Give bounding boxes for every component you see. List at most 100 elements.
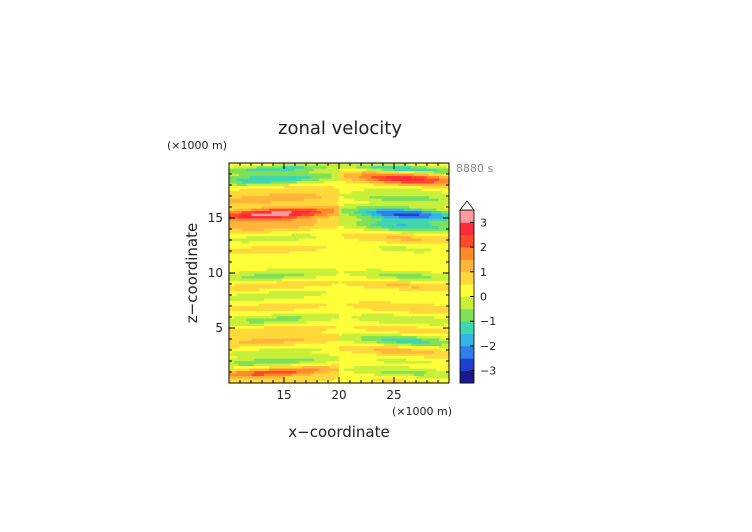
heatmap-cell	[241, 320, 245, 324]
heatmap-cell	[236, 260, 240, 264]
heatmap-cell	[299, 340, 303, 344]
heatmap-cell	[269, 353, 273, 357]
heatmap-cell	[354, 353, 358, 357]
heatmap-cell	[349, 185, 353, 189]
heatmap-cell	[301, 250, 305, 254]
heatmap-cell	[244, 258, 248, 262]
heatmap-cell	[289, 258, 293, 262]
heatmap-cell	[241, 223, 245, 227]
heatmap-cell	[309, 205, 313, 209]
heatmap-cell	[261, 165, 265, 169]
heatmap-cell	[271, 345, 275, 349]
heatmap-cell	[241, 260, 245, 264]
heatmap-cell	[369, 248, 373, 252]
heatmap-cell	[254, 310, 258, 314]
heatmap-cell	[249, 378, 253, 382]
heatmap-cell	[259, 190, 263, 194]
heatmap-cell	[319, 203, 323, 207]
heatmap-cell	[289, 200, 293, 204]
heatmap-cell	[329, 165, 333, 169]
heatmap-cell	[321, 198, 325, 202]
heatmap-cell	[334, 275, 338, 279]
heatmap-cell	[279, 283, 283, 287]
heatmap-cell	[244, 243, 248, 247]
heatmap-cell	[284, 365, 288, 369]
heatmap-cell	[264, 335, 268, 339]
heatmap-cell	[239, 283, 243, 287]
heatmap-cell	[301, 340, 305, 344]
heatmap-cell	[306, 285, 310, 289]
heatmap-cell	[339, 175, 343, 179]
heatmap-cell	[324, 233, 328, 237]
heatmap-cell	[261, 265, 265, 269]
heatmap-cell	[286, 225, 290, 229]
heatmap-cell	[284, 238, 288, 242]
heatmap-cell	[276, 368, 280, 372]
heatmap-cell	[296, 363, 300, 367]
heatmap-cell	[366, 313, 370, 317]
heatmap-cell	[346, 335, 350, 339]
heatmap-cell	[349, 335, 353, 339]
heatmap-cell	[306, 228, 310, 232]
heatmap-cell	[229, 288, 233, 292]
heatmap-cell	[299, 205, 303, 209]
heatmap-cell	[266, 378, 270, 382]
heatmap-cell	[264, 300, 268, 304]
heatmap-cell	[316, 175, 320, 179]
heatmap-cell	[359, 263, 363, 267]
heatmap-cell	[249, 335, 253, 339]
heatmap-cell	[359, 203, 363, 207]
heatmap-cell	[369, 328, 373, 332]
heatmap-cell	[261, 270, 265, 274]
heatmap-cell	[274, 245, 278, 249]
heatmap-cell	[364, 180, 368, 184]
heatmap-cell	[321, 285, 325, 289]
heatmap-cell	[291, 193, 295, 197]
heatmap-cell	[299, 183, 303, 187]
heatmap-cell	[356, 360, 360, 364]
heatmap-cell	[326, 305, 330, 309]
heatmap-cell	[251, 260, 255, 264]
heatmap-cell	[264, 168, 268, 172]
heatmap-cell	[354, 190, 358, 194]
heatmap-cell	[339, 278, 343, 282]
heatmap-cell	[346, 208, 350, 212]
heatmap-cell	[346, 228, 350, 232]
heatmap-cell	[326, 213, 330, 217]
heatmap-cell	[304, 165, 308, 169]
heatmap-cell	[291, 175, 295, 179]
heatmap-cell	[266, 288, 270, 292]
heatmap-cell	[284, 233, 288, 237]
heatmap-cell	[304, 365, 308, 369]
heatmap-cell	[354, 298, 358, 302]
heatmap-cell	[366, 323, 370, 327]
heatmap-cell	[334, 358, 338, 362]
heatmap-cell	[274, 250, 278, 254]
heatmap-cell	[259, 173, 263, 177]
heatmap-cell	[351, 358, 355, 362]
heatmap-cell	[359, 348, 363, 352]
heatmap-cell	[281, 180, 285, 184]
heatmap-cell	[346, 265, 350, 269]
heatmap-cell	[249, 300, 253, 304]
heatmap-cell	[259, 210, 263, 214]
heatmap-cell	[319, 205, 323, 209]
heatmap-cell	[361, 353, 365, 357]
heatmap-cell	[359, 213, 363, 217]
heatmap-cell	[319, 358, 323, 362]
heatmap-cell	[279, 230, 283, 234]
heatmap-cell	[254, 315, 258, 319]
heatmap-cell	[279, 225, 283, 229]
heatmap-cell	[354, 175, 358, 179]
heatmap-cell	[321, 235, 325, 239]
heatmap-cell	[261, 248, 265, 252]
heatmap-cell	[341, 215, 345, 219]
heatmap-cell	[236, 293, 240, 297]
heatmap-cell	[231, 303, 235, 307]
heatmap-cell	[229, 240, 233, 244]
heatmap-cell	[299, 370, 303, 374]
heatmap-cell	[241, 315, 245, 319]
heatmap-cell	[234, 340, 238, 344]
heatmap-cell	[324, 190, 328, 194]
heatmap-cell	[266, 210, 270, 214]
